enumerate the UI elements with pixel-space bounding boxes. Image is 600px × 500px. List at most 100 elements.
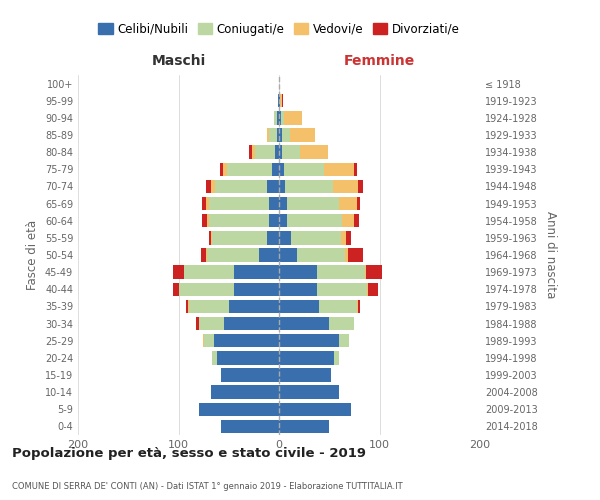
Bar (290, 128, 315, 141)
Bar (269, 214, 279, 228)
Bar (269, 197, 279, 210)
Bar (349, 248, 364, 262)
Text: Maschi: Maschi (151, 54, 206, 68)
Bar (279, 128, 282, 141)
Bar (274, 111, 277, 124)
Bar (211, 386, 279, 399)
Bar (346, 248, 349, 262)
Bar (300, 146, 328, 159)
Bar (358, 197, 361, 210)
Bar (229, 300, 279, 313)
Bar (203, 334, 214, 347)
Bar (220, 162, 223, 176)
Bar (367, 266, 382, 279)
Bar (200, 248, 206, 262)
Text: Popolazione per età, sesso e stato civile - 2019: Popolazione per età, sesso e stato civil… (12, 448, 366, 460)
Bar (317, 266, 365, 279)
Y-axis label: Fasce di età: Fasce di età (26, 220, 39, 290)
Bar (223, 162, 227, 176)
Y-axis label: Anni di nascita: Anni di nascita (544, 212, 557, 298)
Bar (179, 282, 234, 296)
Bar (221, 420, 279, 433)
Bar (206, 248, 259, 262)
Bar (355, 214, 359, 228)
Bar (279, 282, 317, 296)
Bar (281, 111, 284, 124)
Bar (324, 162, 355, 176)
Bar (267, 231, 279, 244)
Bar (214, 334, 279, 347)
Bar (196, 317, 199, 330)
Bar (291, 231, 341, 244)
Bar (212, 351, 217, 364)
Bar (279, 420, 329, 433)
Bar (275, 146, 279, 159)
Bar (333, 180, 358, 193)
Bar (279, 266, 317, 279)
Bar (173, 266, 184, 279)
Bar (224, 317, 279, 330)
Bar (279, 300, 319, 313)
Bar (343, 214, 355, 228)
Bar (249, 146, 252, 159)
Bar (206, 214, 209, 228)
Bar (279, 146, 282, 159)
Bar (279, 94, 280, 108)
Bar (267, 128, 269, 141)
Bar (234, 282, 279, 296)
Bar (215, 180, 267, 193)
Bar (202, 214, 206, 228)
Bar (185, 300, 188, 313)
Bar (279, 386, 340, 399)
Bar (278, 94, 279, 108)
Bar (365, 266, 367, 279)
Bar (255, 146, 275, 159)
Bar (368, 282, 379, 296)
Bar (279, 214, 287, 228)
Bar (297, 248, 346, 262)
Bar (209, 214, 269, 228)
Bar (284, 111, 302, 124)
Text: Femmine: Femmine (344, 54, 415, 68)
Bar (206, 180, 211, 193)
Bar (279, 162, 284, 176)
Bar (282, 94, 283, 108)
Bar (269, 128, 277, 141)
Bar (252, 146, 255, 159)
Bar (272, 162, 279, 176)
Bar (317, 282, 367, 296)
Bar (209, 231, 211, 244)
Bar (319, 300, 358, 313)
Bar (284, 162, 324, 176)
Bar (287, 214, 343, 228)
Bar (279, 197, 287, 210)
Bar (279, 248, 297, 262)
Bar (221, 368, 279, 382)
Bar (334, 351, 340, 364)
Bar (211, 231, 212, 244)
Bar (211, 180, 215, 193)
Bar (209, 197, 269, 210)
Bar (282, 128, 290, 141)
Bar (279, 111, 281, 124)
Bar (188, 300, 229, 313)
Bar (341, 231, 346, 244)
Bar (267, 180, 279, 193)
Bar (280, 94, 282, 108)
Text: COMUNE DI SERRA DE' CONTI (AN) - Dati ISTAT 1° gennaio 2019 - Elaborazione TUTTI: COMUNE DI SERRA DE' CONTI (AN) - Dati IS… (12, 482, 403, 491)
Bar (279, 334, 340, 347)
Bar (202, 197, 206, 210)
Bar (355, 162, 358, 176)
Bar (217, 351, 279, 364)
Bar (279, 317, 329, 330)
Bar (277, 128, 279, 141)
Bar (287, 197, 340, 210)
Bar (184, 266, 234, 279)
Bar (277, 111, 279, 124)
Bar (340, 197, 358, 210)
Bar (279, 231, 291, 244)
Bar (358, 300, 361, 313)
Bar (346, 231, 352, 244)
Bar (279, 351, 334, 364)
Bar (199, 402, 279, 416)
